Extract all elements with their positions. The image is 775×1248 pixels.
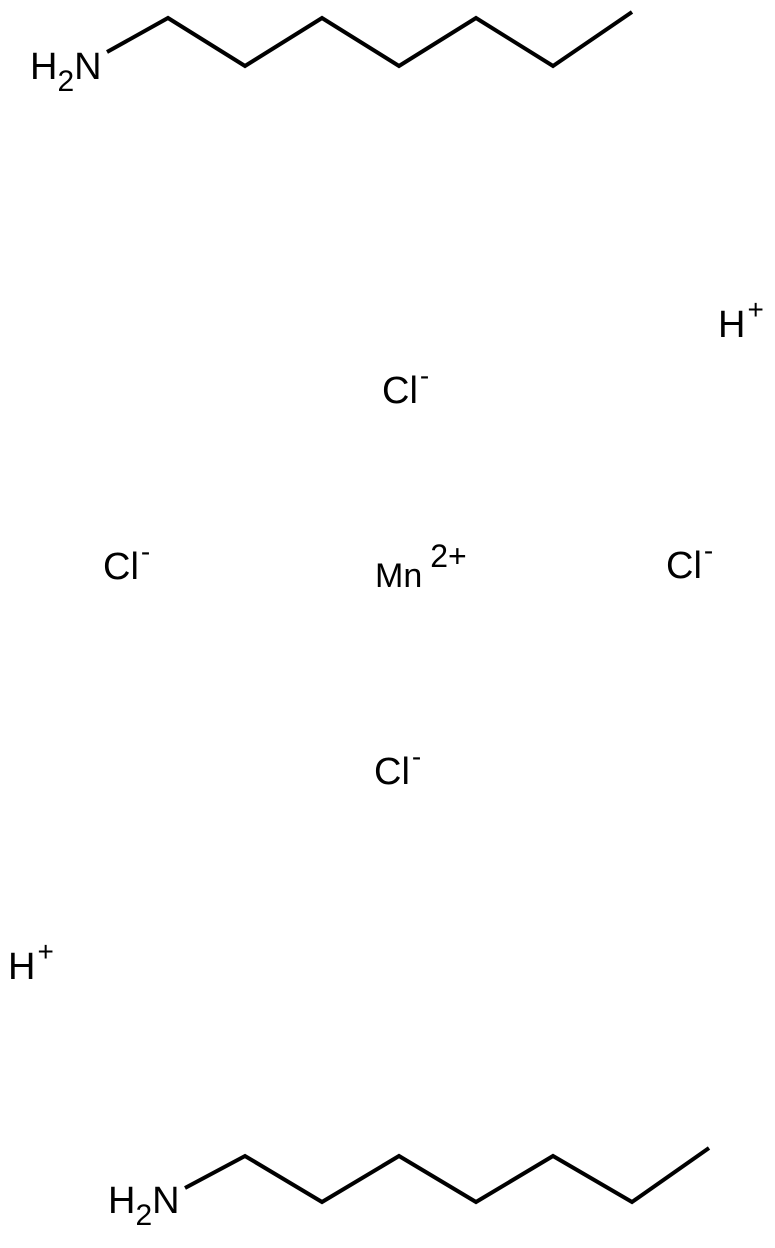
chloride-right: Cl- [666, 537, 713, 587]
bottom-amine-h: H [108, 1180, 136, 1222]
chloride-left: Cl- [103, 538, 150, 588]
chloride-top: Cl- [382, 362, 429, 412]
manganese-ion: Mn2+ [375, 540, 467, 595]
chloride-charge: - [419, 360, 430, 391]
chloride-symbol: Cl [666, 545, 702, 587]
manganese-charge: 2+ [430, 538, 467, 574]
bottom-amine-subscript: 2 [135, 1199, 153, 1232]
top-heptyl-chain [106, 10, 634, 69]
proton-charge: + [747, 294, 764, 325]
manganese-symbol: Mn [375, 557, 423, 595]
proton-symbol: H [718, 304, 746, 346]
top-amine-label: H2N [30, 46, 102, 97]
chloride-symbol: Cl [382, 370, 418, 412]
proton-top-right: H+ [718, 296, 764, 346]
bottom-amine-n: N [152, 1180, 180, 1222]
chloride-symbol: Cl [103, 546, 139, 588]
top-amine-subscript: 2 [57, 65, 75, 98]
proton-bottom-left: H+ [8, 938, 54, 988]
chloride-charge: - [140, 536, 151, 567]
bottom-amine-label: H2N [108, 1180, 180, 1231]
bottom-heptyl-chain [184, 1146, 711, 1205]
chloride-symbol: Cl [374, 751, 410, 793]
chloride-charge: - [703, 535, 714, 566]
proton-charge: + [37, 936, 54, 967]
top-amine-h: H [30, 46, 58, 88]
chloride-charge: - [411, 741, 422, 772]
top-amine-n: N [74, 46, 102, 88]
proton-symbol: H [8, 946, 36, 988]
chloride-bottom: Cl- [374, 743, 421, 793]
